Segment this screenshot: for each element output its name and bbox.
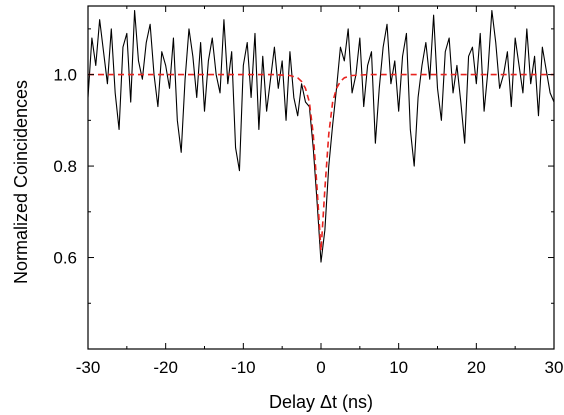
x-tick-label: -20 — [153, 358, 178, 377]
axis-ticks: -30 -20 -10 0 10 20 30 0.6 0.8 1.0 — [53, 6, 563, 377]
x-tick-label: -10 — [231, 358, 256, 377]
x-tick-label: 20 — [467, 358, 486, 377]
x-axis-label: Delay Δt (ns) — [269, 392, 373, 412]
y-tick-label: 0.8 — [53, 157, 77, 176]
y-tick-label: 1.0 — [53, 66, 77, 85]
plot-frame — [87, 5, 555, 350]
x-tick-label: -30 — [76, 358, 101, 377]
y-axis-label: Normalized Coincidences — [11, 80, 31, 284]
y-tick-label: 0.6 — [53, 249, 77, 268]
data-line-0 — [88, 10, 554, 263]
series-layer — [88, 10, 554, 263]
fit-curve — [88, 73, 554, 252]
x-tick-label: 30 — [545, 358, 564, 377]
x-tick-label: 0 — [316, 358, 325, 377]
x-tick-label: 10 — [389, 358, 408, 377]
